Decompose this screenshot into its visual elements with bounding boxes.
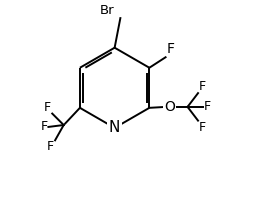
Text: F: F — [47, 140, 54, 153]
Text: N: N — [109, 120, 120, 135]
Text: F: F — [167, 42, 175, 56]
Text: F: F — [199, 121, 206, 134]
Text: Br: Br — [100, 4, 115, 17]
Text: F: F — [44, 101, 51, 114]
Text: F: F — [40, 120, 47, 133]
Text: F: F — [204, 100, 211, 113]
Text: O: O — [164, 100, 175, 114]
Text: F: F — [199, 80, 206, 93]
